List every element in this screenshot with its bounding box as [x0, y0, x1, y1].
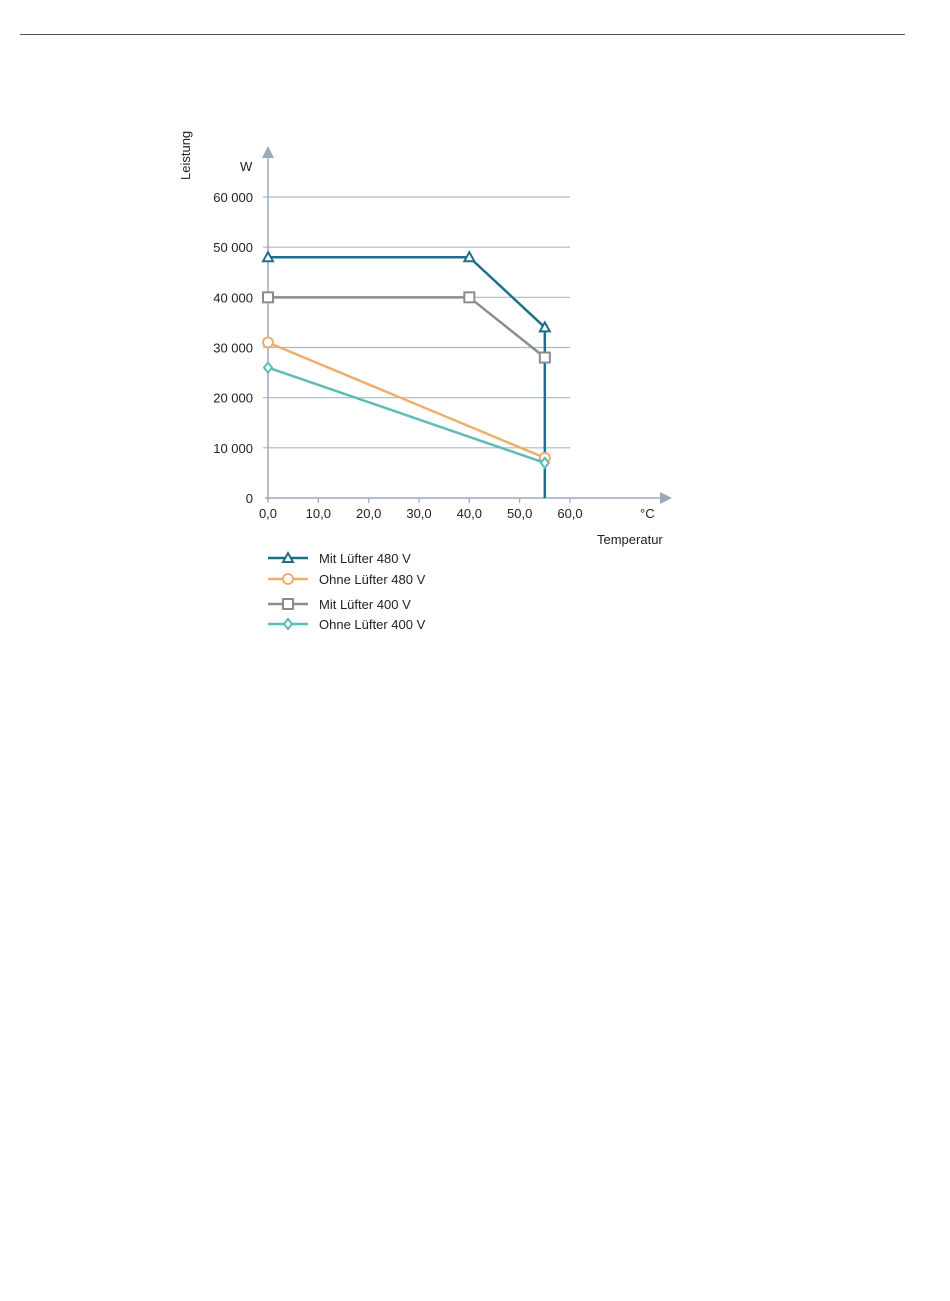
legend-label: Mit Lüfter 480 V	[319, 551, 411, 566]
series-line-mit-l-fter-400-v	[268, 296, 546, 359]
x-tick-label: 20,0	[356, 506, 381, 521]
legend-marker-ohne-l-fter-480-v	[282, 573, 294, 585]
data-point-mit-l-fter-480-v	[462, 250, 477, 263]
series-line-ohne-l-fter-480-v	[267, 341, 546, 460]
data-point-mit-l-fter-480-v	[261, 250, 275, 263]
x-axis-arrow	[660, 492, 672, 504]
data-point-mit-l-fter-400-v	[262, 291, 274, 304]
legend-label: Ohne Lüfter 480 V	[319, 572, 426, 587]
legend-label: Mit Lüfter 400 V	[319, 597, 411, 612]
data-point-mit-l-fter-400-v	[538, 351, 551, 364]
derating-chart: Leistung W °C Temperatur 0 10 000 20 000 30…	[178, 131, 672, 632]
data-point-mit-l-fter-480-v	[538, 320, 552, 333]
y-axis-label: Leistung	[178, 131, 193, 180]
y-axis-unit: W	[240, 159, 253, 174]
y-tick-label: 40 000	[213, 290, 253, 305]
y-tick-label: 20 000	[213, 391, 253, 406]
data-point-ohne-l-fter-400-v	[539, 456, 551, 470]
x-tick-label: 30,0	[406, 506, 431, 521]
y-tick-label: 50 000	[213, 240, 253, 255]
x-tick-label: 50,0	[507, 506, 532, 521]
y-tick-label: 30 000	[213, 341, 253, 356]
x-axis-label: Temperatur	[597, 532, 663, 547]
series-line-mit-l-fter-480-v	[268, 255, 547, 498]
legend-label: Ohne Lüfter 400 V	[319, 617, 426, 632]
legend-marker-mit-l-fter-480-v	[281, 550, 295, 563]
series-line-ohne-l-fter-400-v	[267, 366, 546, 465]
x-axis-unit: °C	[640, 506, 655, 521]
y-tick-label: 0	[246, 491, 253, 506]
x-tick-label: 10,0	[306, 506, 331, 521]
data-point-ohne-l-fter-480-v	[262, 336, 274, 349]
y-tick-label: 10 000	[213, 441, 253, 456]
y-axis-arrow	[262, 146, 274, 158]
page-header-rule	[20, 34, 905, 35]
x-tick-label: 0,0	[259, 506, 277, 521]
data-point-ohne-l-fter-400-v	[262, 360, 274, 375]
y-tick-label: 60 000	[213, 190, 253, 205]
legend-marker-ohne-l-fter-400-v	[282, 617, 294, 631]
x-tick-label: 40,0	[457, 506, 482, 521]
data-point-mit-l-fter-400-v	[463, 291, 476, 304]
x-tick-label: 60,0	[557, 506, 582, 521]
legend-marker-mit-l-fter-400-v	[282, 598, 294, 610]
